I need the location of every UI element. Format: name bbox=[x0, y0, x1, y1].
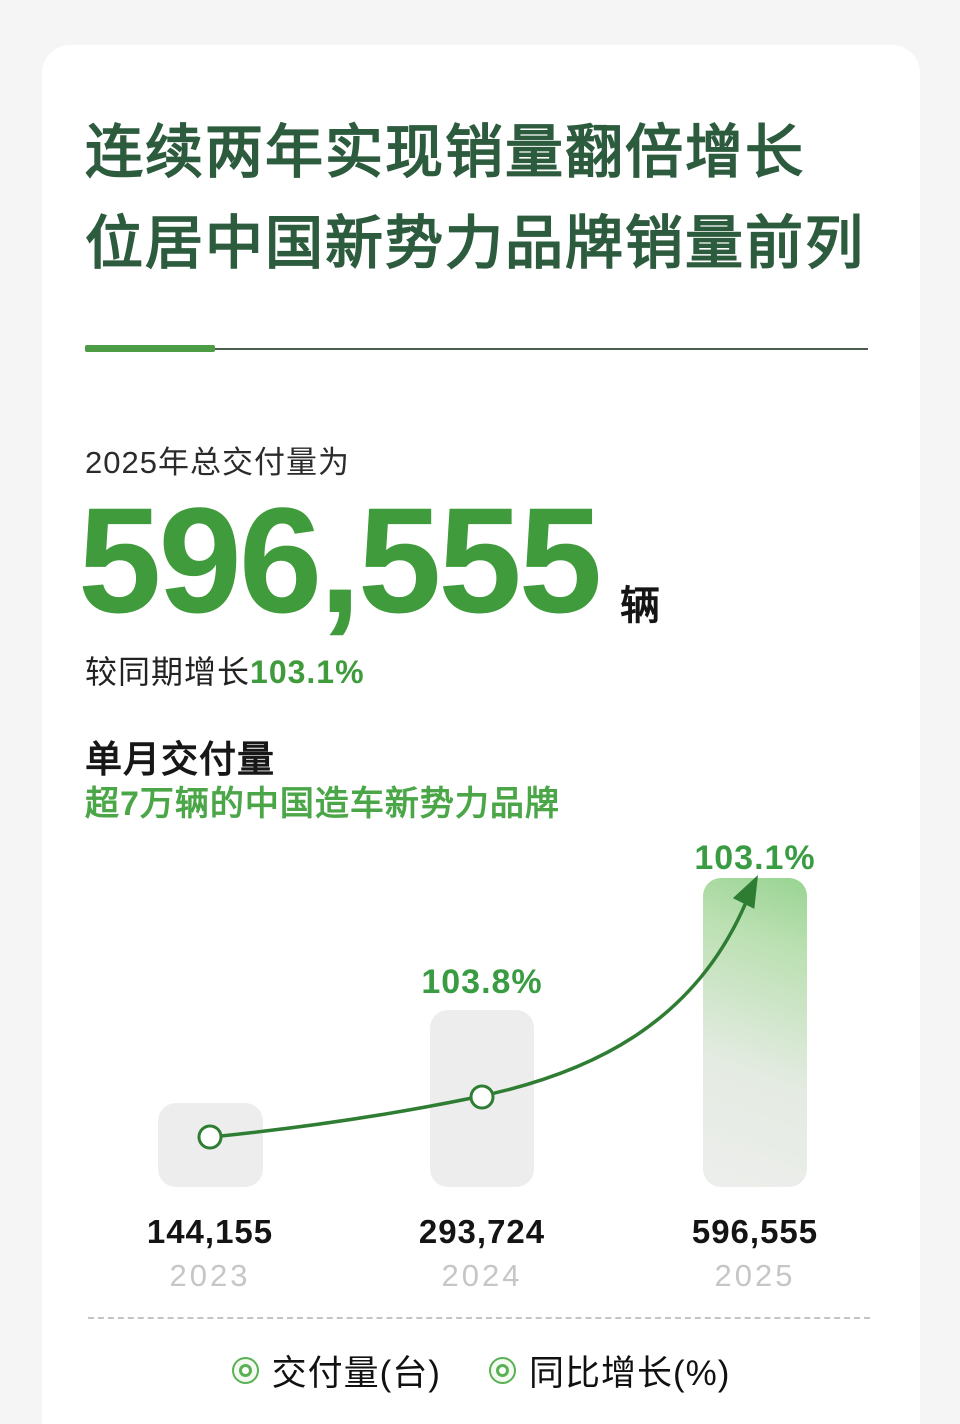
chart-section-heading: 单月交付量 bbox=[85, 739, 275, 780]
year-label-2024: 2024 bbox=[441, 1258, 523, 1293]
legend-item-yoy-growth: 同比增长(%) bbox=[488, 1345, 731, 1396]
value-label-2025: 596,555 bbox=[691, 1213, 819, 1250]
chart-section-subheading: 超7万辆的中国造车新势力品牌 bbox=[85, 785, 560, 823]
bar-2024 bbox=[430, 1010, 534, 1187]
page-title-line-1: 连续两年实现销量翻倍增长 bbox=[85, 120, 806, 185]
total-deliveries-value: 596,555 bbox=[78, 476, 602, 644]
yoy-growth-line: 较同期增长103.1% bbox=[85, 647, 365, 693]
header-divider-accent bbox=[85, 345, 215, 352]
total-deliveries-label: 2025年总交付量为 bbox=[85, 445, 350, 480]
footer-dashed-divider bbox=[88, 1317, 870, 1319]
delivery-bar-chart: 103.8% 103.1% 144,155 293,724 596,555 20… bbox=[42, 839, 920, 1315]
page-title-line-2: 位居中国新势力品牌销量前列 bbox=[85, 211, 866, 276]
legend-bullseye-icon bbox=[488, 1357, 516, 1384]
legend-bullseye-inner-icon bbox=[238, 1364, 252, 1377]
legend-bullseye-inner-icon bbox=[495, 1364, 509, 1377]
bar-2025 bbox=[703, 878, 807, 1187]
yoy-growth-value: 103.1% bbox=[250, 654, 365, 690]
year-label-2025: 2025 bbox=[714, 1258, 796, 1293]
chart-legend: 交付量(台) 同比增长(%) bbox=[42, 1345, 920, 1396]
yoy-growth-prefix: 较同期增长 bbox=[85, 654, 251, 690]
bar-2023 bbox=[158, 1103, 263, 1187]
growth-label-2024: 103.8% bbox=[421, 963, 543, 1001]
growth-label-2025: 103.1% bbox=[694, 839, 816, 877]
total-deliveries-unit: 辆 bbox=[620, 584, 660, 628]
header-divider-line bbox=[85, 348, 868, 350]
page-title: 连续两年实现销量翻倍增长 位居中国新势力品牌销量前列 bbox=[85, 107, 865, 289]
header-divider bbox=[85, 345, 868, 353]
value-label-2024: 293,724 bbox=[418, 1213, 546, 1250]
legend-bullseye-icon bbox=[231, 1357, 259, 1384]
legend-label-deliveries: 交付量(台) bbox=[271, 1354, 441, 1393]
year-label-2023: 2023 bbox=[169, 1258, 251, 1293]
infographic-card: 连续两年实现销量翻倍增长 位居中国新势力品牌销量前列 2025年总交付量为 59… bbox=[42, 45, 920, 1424]
value-label-2023: 144,155 bbox=[146, 1213, 274, 1250]
legend-label-yoy-growth: 同比增长(%) bbox=[528, 1354, 731, 1393]
legend-item-deliveries: 交付量(台) bbox=[231, 1345, 441, 1396]
